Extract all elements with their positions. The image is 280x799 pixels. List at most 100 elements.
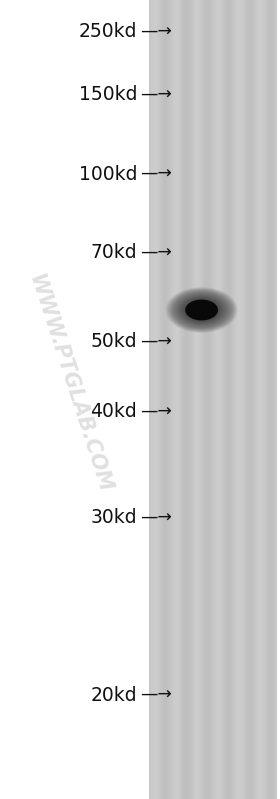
Text: —→: —→ xyxy=(140,333,172,351)
Text: 20kd: 20kd xyxy=(90,686,137,705)
Bar xyxy=(156,0,157,799)
Ellipse shape xyxy=(178,295,225,325)
Bar xyxy=(193,0,194,799)
Bar xyxy=(203,0,205,799)
Bar xyxy=(267,0,269,799)
Bar xyxy=(199,0,201,799)
Ellipse shape xyxy=(181,297,222,323)
Bar xyxy=(192,0,193,799)
Bar xyxy=(162,0,164,799)
Bar xyxy=(251,0,253,799)
Bar xyxy=(229,0,230,799)
Bar xyxy=(233,0,235,799)
Bar xyxy=(206,0,208,799)
Text: 70kd: 70kd xyxy=(90,243,137,262)
Bar xyxy=(216,0,218,799)
Ellipse shape xyxy=(187,300,216,320)
Bar xyxy=(266,0,267,799)
Bar xyxy=(181,0,183,799)
Bar xyxy=(185,0,187,799)
Bar xyxy=(166,0,168,799)
Ellipse shape xyxy=(185,299,219,321)
Bar xyxy=(195,0,196,799)
Ellipse shape xyxy=(183,298,220,322)
Text: —→: —→ xyxy=(140,165,172,183)
Bar xyxy=(258,0,260,799)
Text: —→: —→ xyxy=(140,403,172,420)
Ellipse shape xyxy=(176,293,228,327)
Bar xyxy=(213,0,214,799)
Bar xyxy=(152,0,154,799)
Bar xyxy=(164,0,166,799)
Bar xyxy=(260,0,262,799)
Bar xyxy=(240,0,242,799)
Bar xyxy=(190,0,191,799)
Bar xyxy=(149,0,151,799)
Bar xyxy=(269,0,270,799)
Ellipse shape xyxy=(180,296,223,324)
Bar xyxy=(221,0,223,799)
Text: —→: —→ xyxy=(140,686,172,704)
Bar xyxy=(207,0,209,799)
Bar xyxy=(194,0,195,799)
Bar xyxy=(188,0,190,799)
Bar xyxy=(246,0,247,799)
Ellipse shape xyxy=(167,288,237,332)
Bar xyxy=(172,0,173,799)
Ellipse shape xyxy=(186,300,217,320)
Bar xyxy=(227,0,228,799)
Ellipse shape xyxy=(177,294,227,326)
Bar xyxy=(271,0,273,799)
Bar xyxy=(228,0,229,799)
Bar xyxy=(250,0,251,799)
Ellipse shape xyxy=(174,292,229,328)
Bar xyxy=(264,0,265,799)
Bar xyxy=(273,0,275,799)
Bar xyxy=(197,0,199,799)
Bar xyxy=(230,0,231,799)
Bar xyxy=(272,0,274,799)
Bar xyxy=(180,0,182,799)
Bar xyxy=(212,0,213,799)
Bar xyxy=(235,0,237,799)
Bar xyxy=(253,0,255,799)
Bar xyxy=(158,0,159,799)
Bar xyxy=(262,0,263,799)
Ellipse shape xyxy=(173,292,230,328)
Bar xyxy=(231,0,232,799)
Ellipse shape xyxy=(180,296,223,324)
Ellipse shape xyxy=(192,304,211,316)
Bar xyxy=(209,0,210,799)
Ellipse shape xyxy=(193,305,210,315)
Bar xyxy=(161,0,162,799)
Text: 100kd: 100kd xyxy=(79,165,137,184)
Bar xyxy=(163,0,165,799)
Bar xyxy=(175,0,176,799)
Bar xyxy=(182,0,184,799)
Bar xyxy=(252,0,254,799)
Ellipse shape xyxy=(169,289,234,331)
Bar xyxy=(244,0,246,799)
Ellipse shape xyxy=(182,297,221,323)
Ellipse shape xyxy=(195,306,208,314)
Bar xyxy=(184,0,186,799)
Ellipse shape xyxy=(190,303,214,317)
Bar xyxy=(234,0,235,799)
Bar xyxy=(211,0,212,799)
Text: 50kd: 50kd xyxy=(90,332,137,352)
Bar xyxy=(218,0,220,799)
Bar xyxy=(155,0,156,799)
Bar xyxy=(174,0,175,799)
Bar xyxy=(198,0,200,799)
Bar xyxy=(249,0,250,799)
Bar xyxy=(172,0,174,799)
Bar xyxy=(244,0,245,799)
Bar xyxy=(168,0,170,799)
Text: 250kd: 250kd xyxy=(79,22,137,42)
Bar xyxy=(153,0,155,799)
Bar xyxy=(247,0,248,799)
Bar xyxy=(179,0,181,799)
Bar xyxy=(204,0,206,799)
Bar xyxy=(160,0,162,799)
Bar xyxy=(150,0,152,799)
